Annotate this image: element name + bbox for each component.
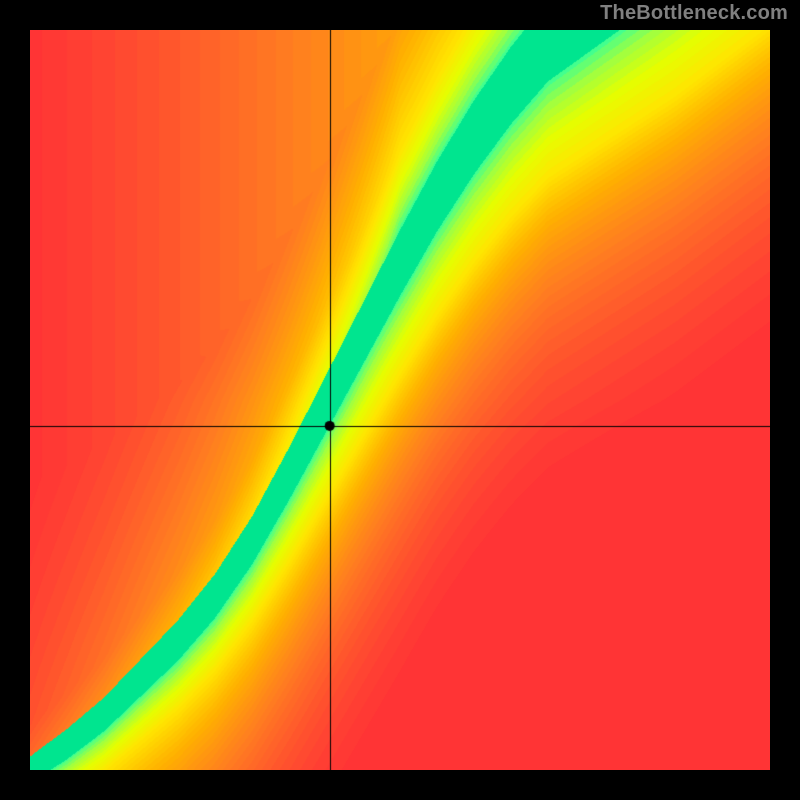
chart-container: TheBottleneck.com [0,0,800,800]
bottleneck-heatmap [30,30,770,770]
watermark-text: TheBottleneck.com [600,2,788,25]
